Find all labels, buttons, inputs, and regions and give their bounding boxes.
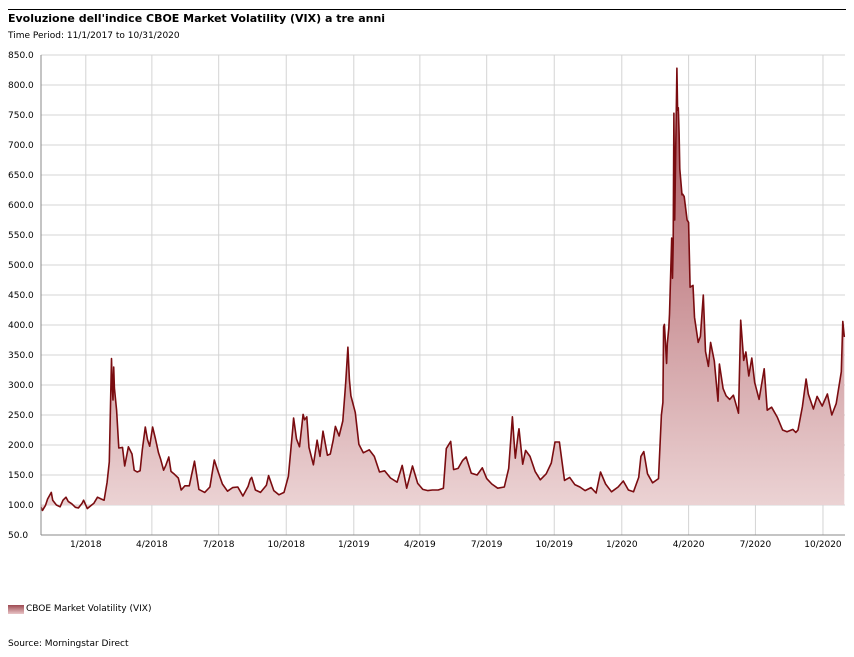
- x-tick-label: 10/2020: [804, 540, 842, 550]
- y-tick-label: 200.0: [8, 441, 34, 451]
- y-tick-label: 700.0: [8, 141, 34, 151]
- x-tick-label: 4/2019: [404, 540, 436, 550]
- chart-title: Evoluzione dell'indice CBOE Market Volat…: [8, 12, 386, 25]
- axis-layer: 850.0 800.0 750.0 700.0 650.0 600.0 550.0 500.0…: [8, 51, 845, 550]
- legend-swatch: [8, 604, 24, 614]
- vix-area-fill: [41, 68, 845, 511]
- x-tick-label: 7/2019: [471, 540, 503, 550]
- y-tick-label: 250.0: [8, 411, 34, 421]
- source-note: Source: Morningstar Direct: [8, 639, 129, 649]
- area-layer: [40, 67, 846, 512]
- x-tick-label: 1/2020: [606, 540, 638, 550]
- x-tick-label: 1/2018: [70, 540, 102, 550]
- y-tick-label: 350.0: [8, 351, 34, 361]
- y-tick-label: 750.0: [8, 111, 34, 121]
- y-tick-label: 600.0: [8, 201, 34, 211]
- x-tick-label: 7/2018: [203, 540, 235, 550]
- y-tick-label: 450.0: [8, 291, 34, 301]
- y-tick-label: 500.0: [8, 261, 34, 271]
- legend: CBOE Market Volatility (VIX): [8, 604, 151, 614]
- y-tick-label: 150.0: [8, 471, 34, 481]
- vix-series-line: [40, 67, 846, 512]
- x-tick-label: 7/2020: [740, 540, 772, 550]
- y-tick-label: 100.0: [8, 501, 34, 511]
- y-tick-label: 550.0: [8, 231, 34, 241]
- x-tick-label: 10/2019: [536, 540, 574, 550]
- y-tick-label: 300.0: [8, 381, 34, 391]
- legend-label: CBOE Market Volatility (VIX): [26, 604, 152, 614]
- y-tick-label: 50.0: [8, 531, 28, 541]
- y-tick-label: 400.0: [8, 321, 34, 331]
- x-tick-label: 10/2018: [268, 540, 306, 550]
- y-tick-label: 800.0: [8, 81, 34, 91]
- top-rule: [8, 9, 846, 10]
- time-period-subtitle: Time Period: 11/1/2017 to 10/31/2020: [8, 31, 180, 41]
- x-tick-label: 4/2018: [136, 540, 168, 550]
- x-tick-label: 4/2020: [673, 540, 705, 550]
- y-tick-label: 650.0: [8, 171, 34, 181]
- x-tick-label: 1/2019: [338, 540, 370, 550]
- y-tick-label: 850.0: [8, 51, 34, 61]
- vix-area-chart: 850.0 800.0 750.0 700.0 650.0 600.0 550.0 500.0…: [8, 51, 846, 550]
